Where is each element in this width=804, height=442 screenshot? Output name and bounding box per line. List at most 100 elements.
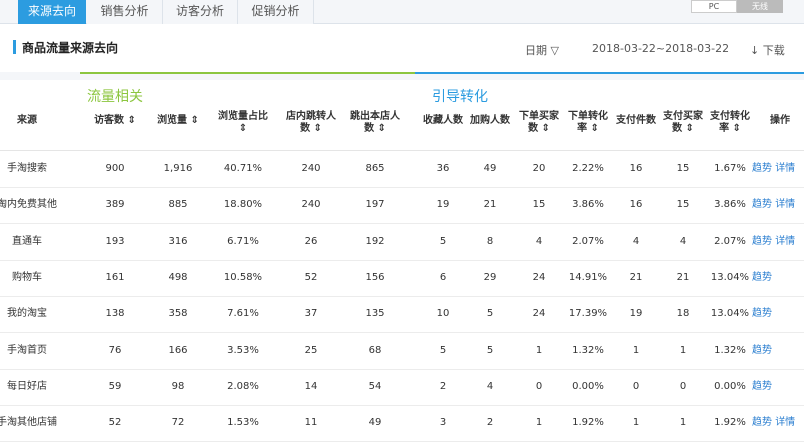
column-header-line: 数 ⇕ bbox=[672, 123, 694, 134]
column-header-jump-in[interactable]: 店内跳转人数 ⇕ bbox=[276, 111, 346, 135]
cell-pay-buyers: 4 bbox=[679, 235, 687, 247]
cell-jump-in: 14 bbox=[304, 380, 318, 392]
date-range-picker[interactable]: 2018-03-22~2018-03-22 bbox=[592, 42, 730, 55]
cell-order-rate: 3.86% bbox=[572, 199, 604, 211]
column-header-views[interactable]: 浏览量 ⇕ bbox=[148, 115, 208, 127]
trend-link[interactable]: 趋势 bbox=[752, 271, 772, 283]
trend-link[interactable]: 趋势 bbox=[752, 380, 772, 392]
detail-link[interactable]: 详情 bbox=[775, 163, 796, 174]
tab-visitor-analysis[interactable]: 访客分析 bbox=[163, 0, 238, 24]
trend-link[interactable]: 趋势 bbox=[752, 344, 772, 356]
column-header-pay-buyers[interactable]: 支付买家数 ⇕ bbox=[659, 111, 707, 135]
column-header-jump-out[interactable]: 跳出本店人数 ⇕ bbox=[345, 111, 405, 135]
cell-views: 98 bbox=[171, 380, 185, 392]
cell-pay-rate: 1.32% bbox=[714, 344, 746, 356]
cell-pay-buyers: 15 bbox=[676, 199, 690, 211]
cell-cart: 5 bbox=[486, 344, 494, 356]
column-header-line: 下单转化 bbox=[568, 111, 608, 122]
cell-views: 498 bbox=[168, 271, 188, 283]
column-header-pay-rate[interactable]: 支付转化率 ⇕ bbox=[705, 111, 755, 135]
column-header-line: 收藏人数 bbox=[423, 115, 463, 126]
cell-source: 每日好店 bbox=[7, 380, 47, 392]
cell-order-rate: 2.07% bbox=[572, 235, 604, 247]
column-header-source: 来源 bbox=[0, 115, 57, 127]
cell-source: 淘内免费其他 bbox=[0, 199, 57, 211]
wireless-toggle-button[interactable]: 无线 bbox=[737, 0, 783, 13]
download-button[interactable]: ↓ 下载 bbox=[750, 44, 785, 57]
cell-pay-items: 19 bbox=[629, 308, 643, 320]
cell-jump-out: 135 bbox=[365, 308, 385, 320]
cell-view-pct: 1.53% bbox=[227, 417, 259, 429]
cell-ops: 趋势 详情 bbox=[752, 187, 804, 223]
cell-source: 直通车 bbox=[12, 235, 42, 247]
cell-fav: 2 bbox=[439, 380, 447, 392]
cell-pay-items: 21 bbox=[629, 271, 643, 283]
column-header-line: 数 ⇕ bbox=[528, 123, 550, 134]
traffic-group-title: 流量相关 bbox=[87, 89, 143, 105]
cell-jump-out: 865 bbox=[365, 163, 385, 174]
cell-pay-items: 0 bbox=[632, 380, 640, 392]
pc-toggle-button[interactable]: PC bbox=[691, 0, 737, 13]
column-header-line: 率 ⇕ bbox=[719, 123, 741, 134]
cell-pay-rate: 13.04% bbox=[710, 271, 750, 283]
cell-cart: 8 bbox=[486, 235, 494, 247]
column-header-cart: 加购人数 bbox=[468, 115, 512, 127]
cell-views: 72 bbox=[171, 417, 185, 429]
column-header-view-pct[interactable]: 浏览量占比 ⇕ bbox=[211, 111, 275, 135]
detail-link[interactable]: 详情 bbox=[775, 417, 796, 429]
column-header-order-buyers[interactable]: 下单买家数 ⇕ bbox=[516, 111, 562, 135]
date-dropdown[interactable]: 日期 ▽ bbox=[525, 44, 559, 57]
cell-visitors: 59 bbox=[108, 380, 122, 392]
column-header-pay-items: 支付件数 bbox=[613, 115, 659, 127]
column-header-line: 操作 bbox=[770, 115, 790, 126]
header-divider-strip bbox=[0, 72, 804, 80]
cell-views: 316 bbox=[168, 235, 188, 247]
trend-link[interactable]: 趋势 bbox=[752, 163, 772, 174]
cell-order-buyers: 4 bbox=[535, 235, 543, 247]
column-header-line: 访客数 ⇕ bbox=[94, 115, 136, 126]
cell-order-rate: 17.39% bbox=[568, 308, 608, 320]
cell-visitors: 76 bbox=[108, 344, 122, 356]
column-header-line: 店内跳转人 bbox=[286, 111, 336, 122]
cell-views: 885 bbox=[168, 199, 188, 211]
cell-order-rate: 14.91% bbox=[568, 271, 608, 283]
detail-link[interactable]: 详情 bbox=[775, 235, 796, 247]
tab-promotion-analysis[interactable]: 促销分析 bbox=[238, 0, 314, 24]
cell-pay-rate: 1.67% bbox=[714, 163, 746, 174]
column-header-line: 浏览量占比 bbox=[218, 111, 268, 122]
table-row: 淘内免费其他 389 885 18.80% 240 197 19 21 15 3.86% 16 15 3… bbox=[0, 187, 804, 225]
cell-order-buyers: 20 bbox=[532, 163, 546, 174]
cell-ops: 趋势 bbox=[752, 333, 804, 369]
cell-ops: 趋势 bbox=[752, 369, 804, 405]
cell-cart: 49 bbox=[483, 163, 497, 174]
cell-ops: 趋势 详情 bbox=[752, 405, 804, 441]
cell-fav: 5 bbox=[439, 235, 447, 247]
column-header-line: ⇕ bbox=[238, 123, 248, 134]
cell-views: 166 bbox=[168, 344, 188, 356]
column-header-visitors[interactable]: 访客数 ⇕ bbox=[85, 115, 145, 127]
cell-fav: 36 bbox=[436, 163, 450, 174]
trend-link[interactable]: 趋势 bbox=[752, 235, 772, 247]
conversion-group-title: 引导转化 bbox=[432, 89, 488, 105]
cell-source: 我的淘宝 bbox=[7, 308, 47, 320]
cell-cart: 4 bbox=[486, 380, 494, 392]
cell-fav: 6 bbox=[439, 271, 447, 283]
column-header-order-rate[interactable]: 下单转化率 ⇕ bbox=[563, 111, 613, 135]
cell-cart: 2 bbox=[486, 417, 494, 429]
trend-link[interactable]: 趋势 bbox=[752, 199, 772, 211]
cell-view-pct: 7.61% bbox=[227, 308, 259, 320]
tab-source-destination[interactable]: 来源去向 bbox=[18, 0, 86, 24]
cell-pay-buyers: 21 bbox=[676, 271, 690, 283]
cell-views: 1,916 bbox=[163, 163, 193, 174]
detail-link[interactable]: 详情 bbox=[775, 199, 796, 211]
trend-link[interactable]: 趋势 bbox=[752, 308, 772, 320]
column-header-line: 加购人数 bbox=[470, 115, 510, 126]
conversion-group-underline bbox=[415, 72, 804, 74]
cell-jump-out: 192 bbox=[365, 235, 385, 247]
cell-order-buyers: 15 bbox=[532, 199, 546, 211]
column-header-line: 跳出本店人 bbox=[350, 111, 400, 122]
cell-jump-in: 240 bbox=[301, 199, 321, 211]
trend-link[interactable]: 趋势 bbox=[752, 417, 772, 429]
cell-jump-in: 52 bbox=[304, 271, 318, 283]
tab-sales-analysis[interactable]: 销售分析 bbox=[87, 0, 163, 24]
